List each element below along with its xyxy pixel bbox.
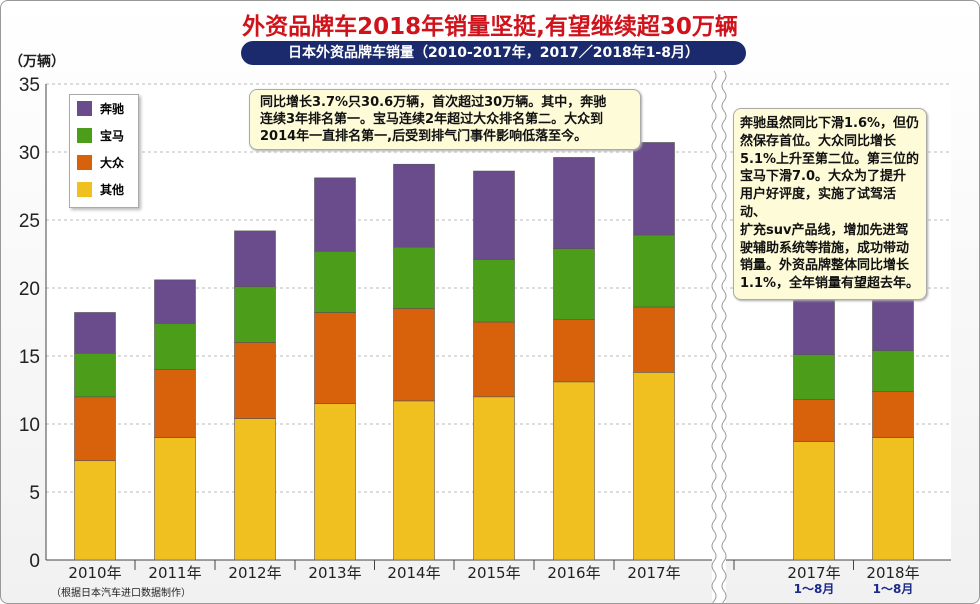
bar-segment [234, 286, 276, 343]
axis-break-line [721, 70, 727, 603]
x-tick-label: 2010年 [68, 564, 121, 582]
bar-segment [553, 248, 595, 320]
x-tick-label: 2013年 [308, 564, 361, 582]
x-tick-label: 1～8月 [794, 582, 835, 596]
bar-segment [473, 259, 515, 323]
axis-break-line [711, 70, 717, 603]
bar-segment [74, 312, 116, 354]
bar-segment [154, 369, 196, 438]
legend-item: 其他 [70, 176, 138, 203]
bar-segment [393, 246, 435, 309]
bar-segment [633, 142, 675, 236]
y-axis-unit: （万辆） [9, 54, 65, 70]
callout-line: 用户好评度，实施了试驾活动、 [740, 187, 897, 220]
bar-segment [154, 279, 196, 324]
bar-segment [393, 163, 435, 248]
bar-segment [793, 441, 835, 561]
legend-label: 奔驰 [100, 102, 125, 116]
callout-line: 1.1%，全年销量有望超去年。 [740, 276, 920, 292]
bar-segment [872, 391, 914, 438]
bar-segment [633, 372, 675, 561]
callout-line: 奔驰虽然同比下滑1.6%，但仍 [740, 116, 920, 131]
x-tick-label: 2016年 [547, 564, 600, 582]
bar-segment [553, 381, 595, 561]
callout-line: 销量。外资品牌整体同比增长 [740, 258, 910, 274]
bar-segment [393, 400, 435, 561]
legend-swatch [77, 101, 92, 116]
bar-segment [553, 157, 595, 249]
callout-line: 驶辅助系统等措施，成功带动 [740, 240, 910, 256]
bar-segment [473, 396, 515, 561]
bar-segment [393, 308, 435, 402]
bar-segment [314, 403, 356, 561]
callout-line: 5.1%上升至第二位。第三位的 [740, 151, 920, 167]
legend-label: 其他 [100, 183, 125, 197]
bar-segment [74, 460, 116, 561]
callout-line: 宝马下滑7.0。大众为了提升 [740, 169, 907, 185]
bar-segment [633, 234, 675, 308]
bar-segment [793, 354, 835, 400]
bar-segment [872, 293, 914, 351]
bar-segment [74, 352, 116, 398]
callout-line: 扩充suv产品线，增加先进驾 [740, 222, 909, 238]
bar-segment [234, 342, 276, 419]
x-tick-label: 2015年 [467, 564, 520, 582]
legend-swatch [77, 128, 92, 143]
legend-item: 宝马 [70, 122, 138, 149]
y-tick-label: 15 [19, 347, 40, 368]
legend-label: 宝马 [100, 129, 125, 143]
bar-segment [633, 306, 675, 373]
legend-item: 大众 [70, 149, 138, 176]
x-tick-label: 2017年 [627, 564, 680, 582]
callout-line: 然保存首位。大众同比增长 [740, 133, 897, 149]
legend-item: 奔驰 [70, 95, 138, 122]
bar-segment [154, 437, 196, 561]
legend-label: 大众 [100, 156, 125, 170]
callout-line: 2014年一直排名第一,后受到排气门事件影响低落至今。 [260, 129, 588, 144]
bar-segment [553, 318, 595, 383]
y-tick-label: 25 [19, 211, 40, 232]
callout-line: 连续3年排名第一。宝马连续2年超过大众排名第二。大众到 [260, 112, 604, 127]
bar-segment [234, 230, 276, 287]
y-tick-label: 10 [19, 415, 40, 436]
bar-segment [473, 170, 515, 260]
callout-2018: 奔驰虽然同比下滑1.6%，但仍 然保存首位。大众同比增长 5.1%上升至第二位。第三… [733, 108, 927, 300]
x-tick-label: 2018年 [866, 564, 919, 582]
bar-segment [154, 323, 196, 370]
x-tick-label: 2012年 [228, 564, 281, 582]
legend-swatch [77, 182, 92, 197]
bar-segment [314, 312, 356, 404]
bar-segment [872, 350, 914, 392]
bar-segment [793, 399, 835, 442]
callout-2017: 同比增长3.7%只30.6万辆，首次超过30万辆。其中，奔驰 连续3年排名第一。宝… [249, 89, 641, 150]
chart-title: 外资品牌车2018年销量坚挺,有望继续超30万辆 [242, 14, 738, 40]
bar-segment [314, 250, 356, 313]
y-tick-label: 0 [29, 551, 40, 572]
bar-segment [74, 396, 116, 462]
y-tick-label: 20 [19, 279, 40, 300]
x-tick-label: 2017年 [787, 564, 840, 582]
callout-line: 同比增长3.7%只30.6万辆，首次超过30万辆。其中，奔驰 [260, 95, 607, 110]
y-tick-label: 5 [29, 483, 40, 504]
bar-segment [793, 295, 835, 355]
x-tick-label: 1～8月 [873, 582, 914, 596]
bar-segment [872, 437, 914, 561]
bar-segment [314, 177, 356, 252]
chart-subtitle: 日本外资品牌车销量（2010-2017年，2017／2018年1-8月） [241, 41, 746, 65]
x-tick-label: 2011年 [148, 564, 201, 582]
x-tick-label: 2014年 [387, 564, 440, 582]
source-note: （根据日本汽车进口数据制作） [51, 588, 191, 599]
y-tick-label: 35 [19, 75, 40, 96]
legend-swatch [77, 155, 92, 170]
y-tick-label: 30 [19, 143, 40, 164]
bar-segment [473, 321, 515, 398]
legend: 奔驰 宝马 大众 其他 [69, 94, 139, 208]
bar-segment [234, 418, 276, 561]
